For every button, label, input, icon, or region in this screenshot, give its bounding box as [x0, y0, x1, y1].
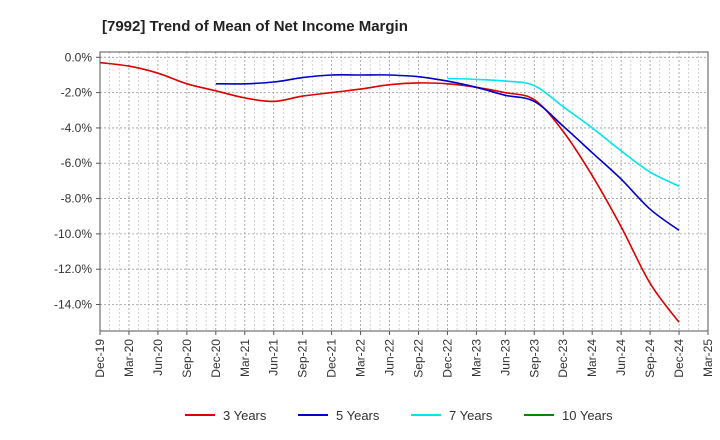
x-tick-label: Dec-23 — [556, 339, 570, 378]
x-tick-label: Dec-19 — [93, 339, 107, 378]
x-tick-label: Mar-23 — [469, 339, 483, 377]
x-tick-label: Mar-20 — [122, 339, 136, 377]
y-tick-label: -8.0% — [61, 192, 93, 206]
x-axis: Dec-19 Mar-20 Jun-20 Sep-20 Dec-20 Mar-21 Jun-… — [93, 331, 715, 378]
plot-frame — [99, 51, 709, 332]
x-tick-label: Dec-21 — [325, 339, 339, 378]
x-tick-label: Sep-23 — [527, 339, 541, 378]
legend: 3 Years 5 Years 7 Years 10 Years — [185, 408, 613, 423]
x-tick-label: Mar-22 — [354, 339, 368, 377]
legend-label-10-years: 10 Years — [562, 408, 613, 423]
chart-title: [7992] Trend of Mean of Net Income Margi… — [102, 18, 408, 35]
legend-label-3-years: 3 Years — [223, 408, 267, 423]
x-tick-label: Dec-20 — [209, 339, 223, 378]
y-tick-label: -2.0% — [61, 86, 93, 100]
x-tick-label: Jun-23 — [498, 339, 512, 376]
series-line-5-years — [215, 73, 680, 231]
y-tick-label: -4.0% — [61, 121, 93, 135]
x-tick-label: Dec-24 — [672, 339, 686, 378]
x-tick-label: Mar-24 — [585, 339, 599, 377]
series-lines — [99, 61, 680, 323]
x-tick-label: Jun-22 — [383, 339, 397, 376]
x-tick-label: Jun-21 — [267, 339, 281, 376]
y-tick-label: -6.0% — [61, 156, 93, 170]
x-tick-label: Dec-22 — [440, 339, 454, 378]
y-tick-label: -14.0% — [54, 298, 92, 312]
y-axis: 0.0% -2.0% -4.0% -6.0% -8.0% -10.0% -12.0% -14.… — [54, 50, 100, 312]
x-tick-label: Sep-22 — [411, 339, 425, 378]
x-tick-label: Mar-21 — [238, 339, 252, 377]
y-tick-label: -12.0% — [54, 262, 92, 276]
y-tick-label: 0.0% — [65, 50, 93, 64]
legend-label-5-years: 5 Years — [336, 408, 380, 423]
y-tick-label: -10.0% — [54, 227, 92, 241]
series-line-7-years — [447, 77, 680, 187]
legend-label-7-years: 7 Years — [449, 408, 493, 423]
series-line-3-years — [99, 61, 680, 323]
x-tick-label: Sep-21 — [296, 339, 310, 378]
x-tick-label: Sep-20 — [180, 339, 194, 378]
x-tick-label: Sep-24 — [643, 339, 657, 378]
x-tick-label: Jun-24 — [614, 339, 628, 376]
grid-lines — [99, 52, 709, 331]
x-tick-label: Mar-25 — [701, 339, 715, 377]
x-tick-label: Jun-20 — [151, 339, 165, 376]
